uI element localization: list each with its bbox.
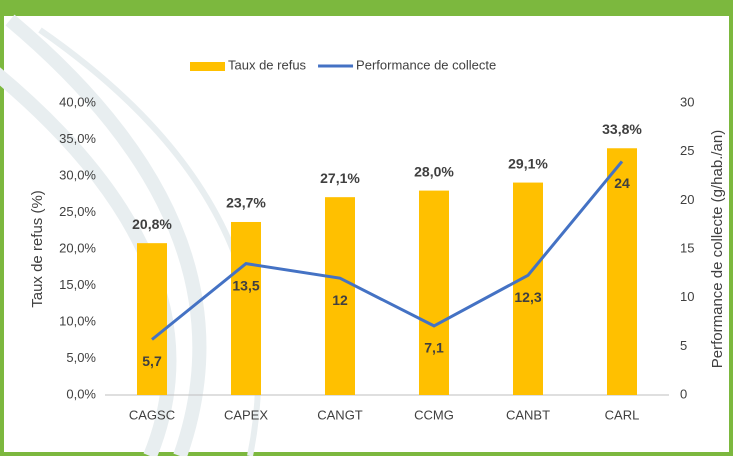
line-value-label: 7,1 bbox=[424, 340, 444, 356]
y-tick-label: 30,0% bbox=[59, 167, 96, 182]
legend-label: Performance de collecte bbox=[356, 57, 496, 72]
bar-value-label: 29,1% bbox=[508, 155, 548, 171]
bar bbox=[231, 221, 261, 395]
x-tick-label: CANBT bbox=[506, 407, 550, 422]
y-tick-label: 35,0% bbox=[59, 131, 96, 146]
line bbox=[151, 160, 624, 341]
y-tick-label: 5,0% bbox=[66, 350, 96, 365]
line-value-label: 12 bbox=[332, 292, 348, 308]
line-value-label: 12,3 bbox=[514, 289, 541, 305]
y-tick-label: 25,0% bbox=[59, 204, 96, 219]
legend-swatch bbox=[190, 62, 225, 71]
x-tick-label: CARL bbox=[605, 407, 640, 422]
x-tick-label: CANGT bbox=[317, 407, 363, 422]
bar-value-label: 27,1% bbox=[320, 170, 360, 186]
bar bbox=[513, 182, 543, 395]
x-tick-label: CAGSC bbox=[129, 407, 175, 422]
bar bbox=[607, 148, 637, 395]
line-value-label: 24 bbox=[614, 175, 630, 191]
y2-tick-label: 5 bbox=[680, 338, 687, 353]
y2-tick-label: 30 bbox=[680, 94, 694, 109]
bar bbox=[325, 197, 355, 395]
bar-value-label: 28,0% bbox=[414, 163, 454, 179]
y2-tick-label: 25 bbox=[680, 143, 694, 158]
y2-tick-label: 0 bbox=[680, 386, 687, 401]
bar-value-label: 23,7% bbox=[226, 195, 266, 211]
bar-value-label: 20,8% bbox=[132, 216, 172, 232]
y-tick-label: 20,0% bbox=[59, 240, 96, 255]
line-value-label: 13,5 bbox=[232, 277, 259, 293]
y-tick-label: 10,0% bbox=[59, 313, 96, 328]
y-tick-label: 0,0% bbox=[66, 386, 96, 401]
bar bbox=[419, 190, 449, 395]
y-tick-label: 40,0% bbox=[59, 94, 96, 109]
top-band bbox=[0, 0, 733, 14]
bar-value-label: 33,8% bbox=[602, 121, 642, 137]
frame bbox=[0, 12, 733, 456]
x-tick-label: CAPEX bbox=[224, 407, 268, 422]
line-value-label: 5,7 bbox=[142, 353, 162, 369]
bar bbox=[137, 243, 167, 395]
y2-tick-label: 10 bbox=[680, 289, 694, 304]
y-axis-title: Taux de refus (%) bbox=[29, 190, 46, 308]
y2-axis-title: Performance de collecte (g/hab./an) bbox=[709, 130, 726, 368]
y-tick-label: 15,0% bbox=[59, 277, 96, 292]
x-tick-label: CCMG bbox=[414, 407, 454, 422]
y2-tick-label: 20 bbox=[680, 192, 694, 207]
y2-tick-label: 15 bbox=[680, 240, 694, 255]
legend-label: Taux de refus bbox=[228, 57, 307, 72]
